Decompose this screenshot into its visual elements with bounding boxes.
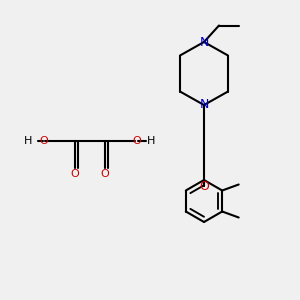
Text: O: O bbox=[100, 169, 109, 179]
Text: H: H bbox=[24, 136, 33, 146]
Text: O: O bbox=[39, 136, 48, 146]
Text: O: O bbox=[132, 136, 141, 146]
Text: O: O bbox=[70, 169, 80, 179]
Text: H: H bbox=[147, 136, 156, 146]
Text: N: N bbox=[199, 98, 209, 112]
Text: O: O bbox=[199, 179, 209, 193]
Text: N: N bbox=[199, 35, 209, 49]
